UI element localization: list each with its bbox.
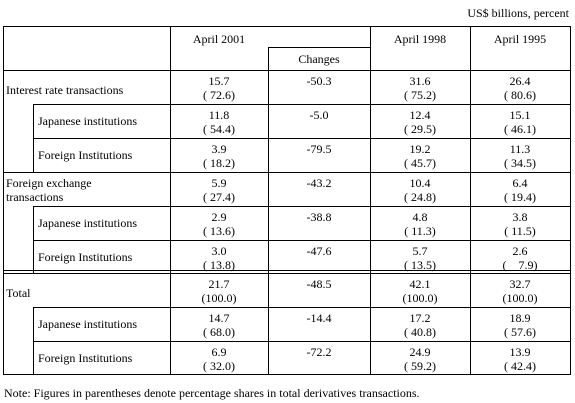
value: 31.6	[409, 74, 431, 88]
change: -50.3	[306, 74, 332, 88]
unit-label: US$ billions, percent	[467, 6, 569, 20]
row-label: Japanese institutions	[38, 317, 137, 331]
value: 2.6	[512, 244, 528, 258]
share: ( 13.5)	[404, 258, 436, 272]
value: 12.4	[409, 108, 431, 122]
share: ( 11.5)	[504, 224, 536, 238]
share: ( 32.0)	[203, 359, 235, 373]
row-label: Japanese institutions	[38, 114, 137, 128]
share: (100.0)	[502, 291, 538, 305]
table-border	[3, 26, 571, 375]
value: 19.2	[409, 142, 431, 156]
row-label: Foreign exchange transactions	[6, 176, 92, 204]
share: ( 19.4)	[504, 190, 536, 204]
change: -43.2	[306, 176, 332, 190]
share: ( 34.5)	[504, 156, 536, 170]
change: -38.8	[306, 210, 332, 224]
row-label: Foreign Institutions	[38, 250, 133, 264]
value: 2.9	[211, 210, 227, 224]
change: -14.4	[306, 311, 332, 325]
value: 10.4	[409, 176, 431, 190]
value: 3.0	[211, 244, 227, 258]
value: 15.1	[509, 108, 531, 122]
share: ( 68.0)	[203, 325, 235, 339]
value: 5.9	[211, 176, 227, 190]
value: 11.8	[208, 108, 230, 122]
row-label: Foreign Institutions	[38, 148, 133, 162]
share: ( 13.6)	[203, 224, 235, 238]
value: 21.7	[208, 277, 230, 291]
column-header: April 2001	[192, 32, 246, 46]
value: 4.8	[412, 210, 428, 224]
value: 6.9	[211, 345, 227, 359]
value: 3.8	[512, 210, 528, 224]
share: ( 80.6)	[504, 88, 536, 102]
value: 42.1	[409, 277, 431, 291]
value: 5.7	[412, 244, 428, 258]
footnote: Note: Figures in parentheses denote perc…	[4, 386, 420, 400]
share: ( 45.7)	[404, 156, 436, 170]
share: ( 24.8)	[404, 190, 436, 204]
column-header: April 1995	[493, 32, 547, 46]
share: ( 46.1)	[504, 122, 536, 136]
share: ( 18.2)	[203, 156, 235, 170]
share: ( 54.4)	[203, 122, 235, 136]
value: 26.4	[509, 74, 531, 88]
share: ( 27.4)	[203, 190, 235, 204]
share: ( 40.8)	[404, 325, 436, 339]
share: ( 42.4)	[504, 359, 536, 373]
share: ( 57.6)	[504, 325, 536, 339]
value: 3.9	[211, 142, 227, 156]
value: 14.7	[208, 311, 230, 325]
value: 32.7	[509, 277, 531, 291]
value: 24.9	[409, 345, 431, 359]
change: -5.0	[309, 108, 329, 122]
share: ( 59.2)	[404, 359, 436, 373]
column-header: Changes	[298, 52, 340, 66]
share: ( 13.8)	[203, 258, 235, 272]
value: 15.7	[208, 74, 230, 88]
share: ( 29.5)	[404, 122, 436, 136]
share: (100.0)	[201, 291, 237, 305]
value: 11.3	[509, 142, 531, 156]
column-header: April 1998	[393, 32, 447, 46]
row-label: Japanese institutions	[38, 216, 137, 230]
row-label: Interest rate transactions	[6, 83, 124, 97]
value: 6.4	[512, 176, 528, 190]
row-label: Total	[6, 286, 31, 300]
value: 18.9	[509, 311, 531, 325]
share: (100.0)	[402, 291, 438, 305]
change: -48.5	[306, 277, 332, 291]
share: ( 7.9)	[502, 258, 538, 272]
share: ( 11.3)	[404, 224, 436, 238]
share: ( 72.6)	[203, 88, 235, 102]
share: ( 75.2)	[404, 88, 436, 102]
value: 17.2	[409, 311, 431, 325]
row-label: Foreign Institutions	[38, 351, 133, 365]
change: -47.6	[306, 244, 332, 258]
change: -72.2	[306, 345, 332, 359]
value: 13.9	[509, 345, 531, 359]
change: -79.5	[306, 142, 332, 156]
